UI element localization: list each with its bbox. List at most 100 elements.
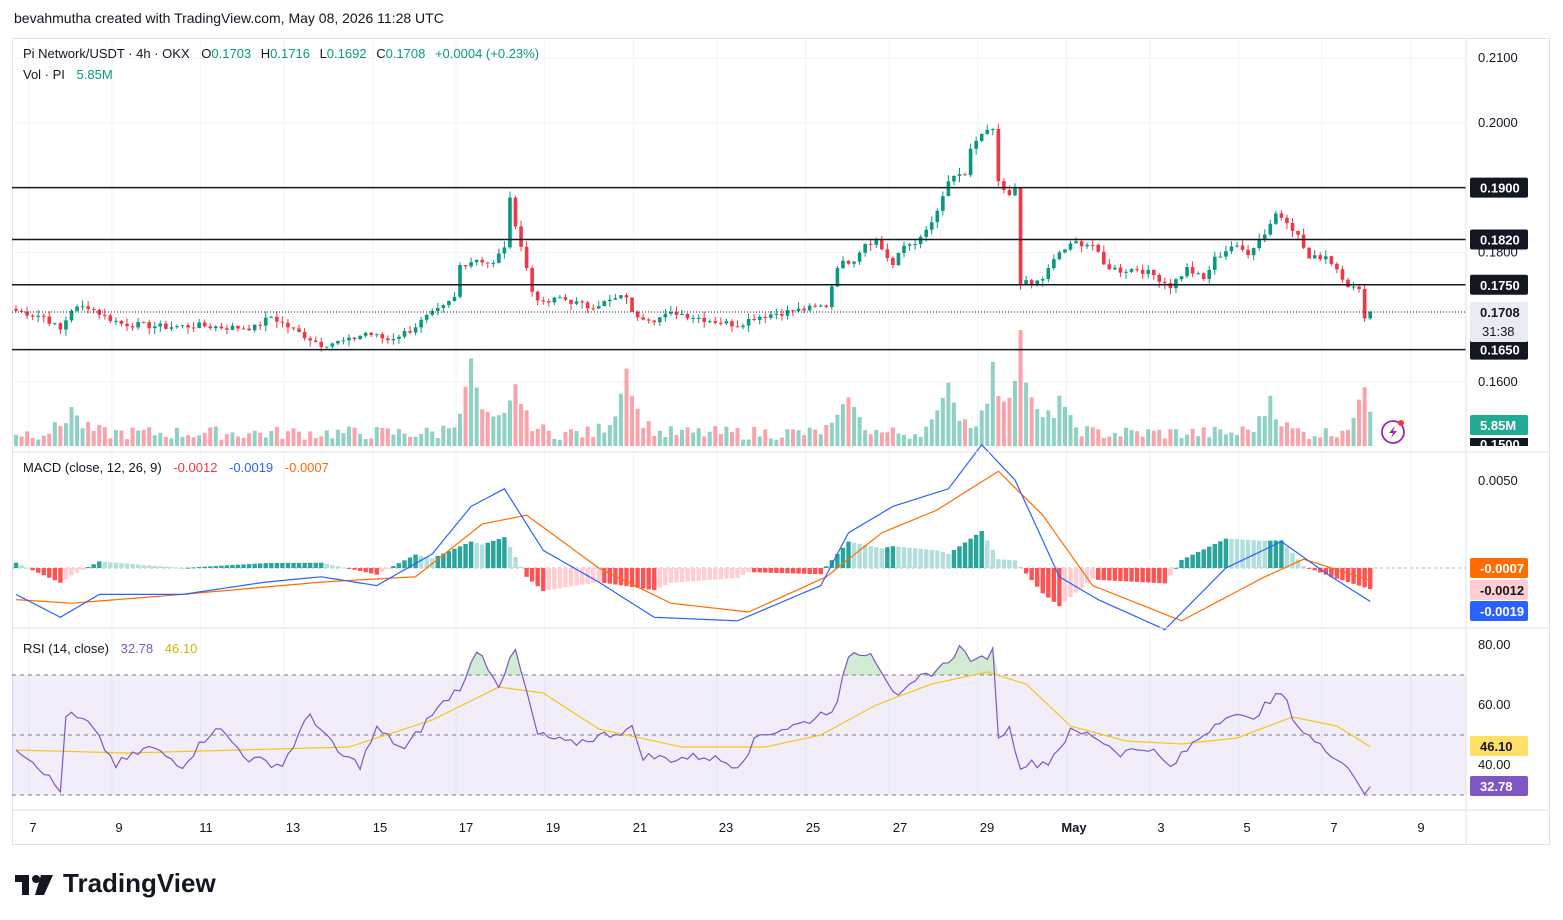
volume-bar [1146,429,1151,446]
volume-bar [1046,410,1051,446]
volume-bar [1235,434,1239,446]
candle-body [596,306,601,309]
axes [12,38,1550,845]
volume-bar [846,397,851,446]
symbol-label[interactable]: Pi Network/USDT · 4h · OKX [23,46,190,61]
macd-tick-label: 0.0050 [1478,473,1518,488]
macd-histogram-bar [624,568,629,587]
macd-histogram-bar [862,544,868,568]
macd-histogram-bar [1279,540,1284,568]
volume-bar [1279,426,1284,446]
volume-label[interactable]: Vol · PI [23,67,65,82]
horizontal-levels[interactable] [12,186,1466,351]
rsi-overbought-fill [981,655,988,675]
macd-hist-tag-bg [1470,580,1528,600]
volume-bar [691,432,696,446]
tradingview-brand[interactable]: TradingView [15,868,216,899]
volume-bar [174,427,179,446]
volume-bar [918,437,923,446]
volume-bar [1301,431,1306,446]
rsi-label[interactable]: RSI (14, close) [23,641,109,656]
candlesticks[interactable] [14,123,1372,352]
volume-bar [1074,427,1079,446]
candle-body [907,244,912,246]
macd-histogram-bar [757,568,762,573]
volume-bar [1001,401,1006,446]
macd-histogram-bar [652,568,657,591]
macd-histogram-bar [1212,544,1217,568]
volume-bar [1334,437,1339,446]
macd-histogram-bar [1062,568,1068,602]
macd-histogram-bar [807,568,812,574]
volume-bar [141,429,146,446]
macd-label[interactable]: MACD (close, 12, 26, 9) [23,460,162,475]
attribution-text: bevahmutha created with TradingView.com,… [14,10,444,26]
candle-body [302,332,307,339]
candle-body [108,315,113,322]
volume-bar [469,358,474,446]
candle-body [813,305,817,307]
macd-histogram-bar [890,546,896,568]
macd-histogram-bar [1218,541,1223,568]
volume-bar [1246,429,1251,446]
candle-body [535,291,540,301]
macd-histogram-bar [85,567,91,569]
volume-bar [657,430,662,446]
macd-histogram-bar [452,548,457,568]
candle-body [402,331,407,337]
candle-body [430,310,435,315]
candle-body [347,337,351,341]
macd-histogram-bar [108,562,113,568]
candle-body [1262,234,1267,240]
volume-bar [896,433,901,446]
volume-bar [696,428,701,446]
candle-body [730,321,734,327]
flash-icon[interactable] [1381,420,1405,444]
candle-body [1218,256,1223,258]
volume-bar [1135,431,1140,446]
volume-bar [630,396,635,446]
volume-bar [241,437,246,446]
candle-body [130,326,135,328]
macd-histogram-bar [302,562,307,568]
volume-bar [102,427,107,446]
macd-histogram-bar [1290,553,1295,568]
volume-bar [1118,436,1123,446]
macd-histogram-bar [868,546,873,568]
macd-histogram-bar [779,568,785,574]
candle-body [186,325,190,328]
macd-histogram-bar [1040,568,1045,594]
volume-bar [624,368,629,446]
volume-bar [607,425,612,446]
macd-histogram-bar [774,568,779,573]
candle-body [929,222,934,230]
macd-histogram-bar [563,568,568,588]
rsi-overbought-fill [970,658,977,675]
volume-bar [924,426,929,446]
macd-histogram-bar [363,568,368,573]
candle-body [391,338,396,341]
volume-bar [985,403,990,446]
candle-body [1329,256,1334,264]
rsi-overbought-fill [487,669,494,675]
macd-histogram-bar [690,568,696,582]
volume-bar [341,433,346,446]
candle-body [436,307,440,311]
volume-bar [618,393,623,446]
candle-body [741,325,745,328]
candle-body [902,245,906,254]
volume-bar [602,432,607,446]
volume-bar [524,410,529,446]
macd-histogram-bar [574,568,579,586]
candle-body [397,336,401,339]
candle-body [713,321,718,323]
volume-bar [1357,399,1362,446]
candle-body [1052,259,1056,269]
chart-frame [12,38,1550,845]
macd-histogram-bar [635,568,640,588]
candle-body [807,305,812,311]
candle-body [474,259,479,263]
candle-body [269,316,274,318]
volume-bar [813,429,818,446]
